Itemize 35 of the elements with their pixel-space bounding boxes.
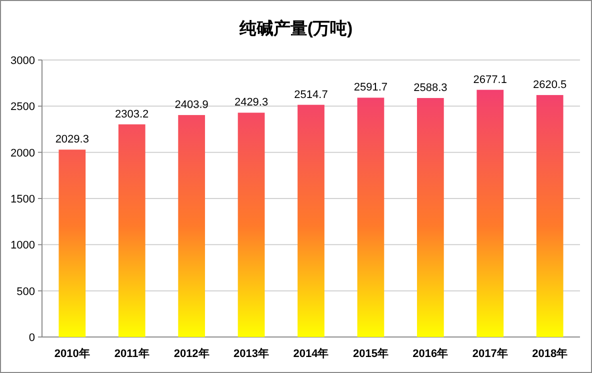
y-tick-label: 500 xyxy=(16,286,35,298)
bar xyxy=(298,104,324,337)
x-tick-label: 2013年 xyxy=(234,347,270,360)
data-label: 2677.1 xyxy=(473,74,507,86)
x-tick-label: 2015年 xyxy=(352,347,388,360)
data-label: 2029.3 xyxy=(55,134,89,146)
y-tick-label: 2000 xyxy=(10,147,35,160)
y-tick-label: 3000 xyxy=(10,55,35,67)
bar xyxy=(58,150,86,337)
data-label: 2591.7 xyxy=(354,82,388,94)
x-tick-label: 2016年 xyxy=(412,347,448,360)
x-tick-label: 2010年 xyxy=(54,347,90,360)
x-tick-label: 2012年 xyxy=(174,347,210,360)
bar xyxy=(238,112,265,337)
x-tick-label: 2018年 xyxy=(532,347,568,360)
y-tick-label: 2500 xyxy=(10,101,35,114)
bar xyxy=(416,98,444,337)
data-label: 2588.3 xyxy=(414,82,448,94)
data-label: 2620.5 xyxy=(533,79,567,92)
x-tick-label: 2014年 xyxy=(293,347,329,360)
bar xyxy=(476,90,504,337)
data-label: 2429.3 xyxy=(234,96,268,109)
data-label: 2514.7 xyxy=(294,88,328,101)
x-tick-label: 2017年 xyxy=(472,347,508,360)
chart-title: 纯碱产量(万吨) xyxy=(238,19,353,38)
data-label: 2303.2 xyxy=(115,108,149,120)
bar xyxy=(357,98,384,337)
bar xyxy=(178,115,206,337)
bar xyxy=(536,95,564,337)
y-tick-label: 1000 xyxy=(10,240,35,252)
y-tick-label: 0 xyxy=(28,332,35,344)
x-tick-label: 2011年 xyxy=(114,347,150,360)
data-label: 2403.9 xyxy=(174,99,208,112)
y-tick-label: 1500 xyxy=(10,194,35,206)
bar xyxy=(118,124,146,337)
